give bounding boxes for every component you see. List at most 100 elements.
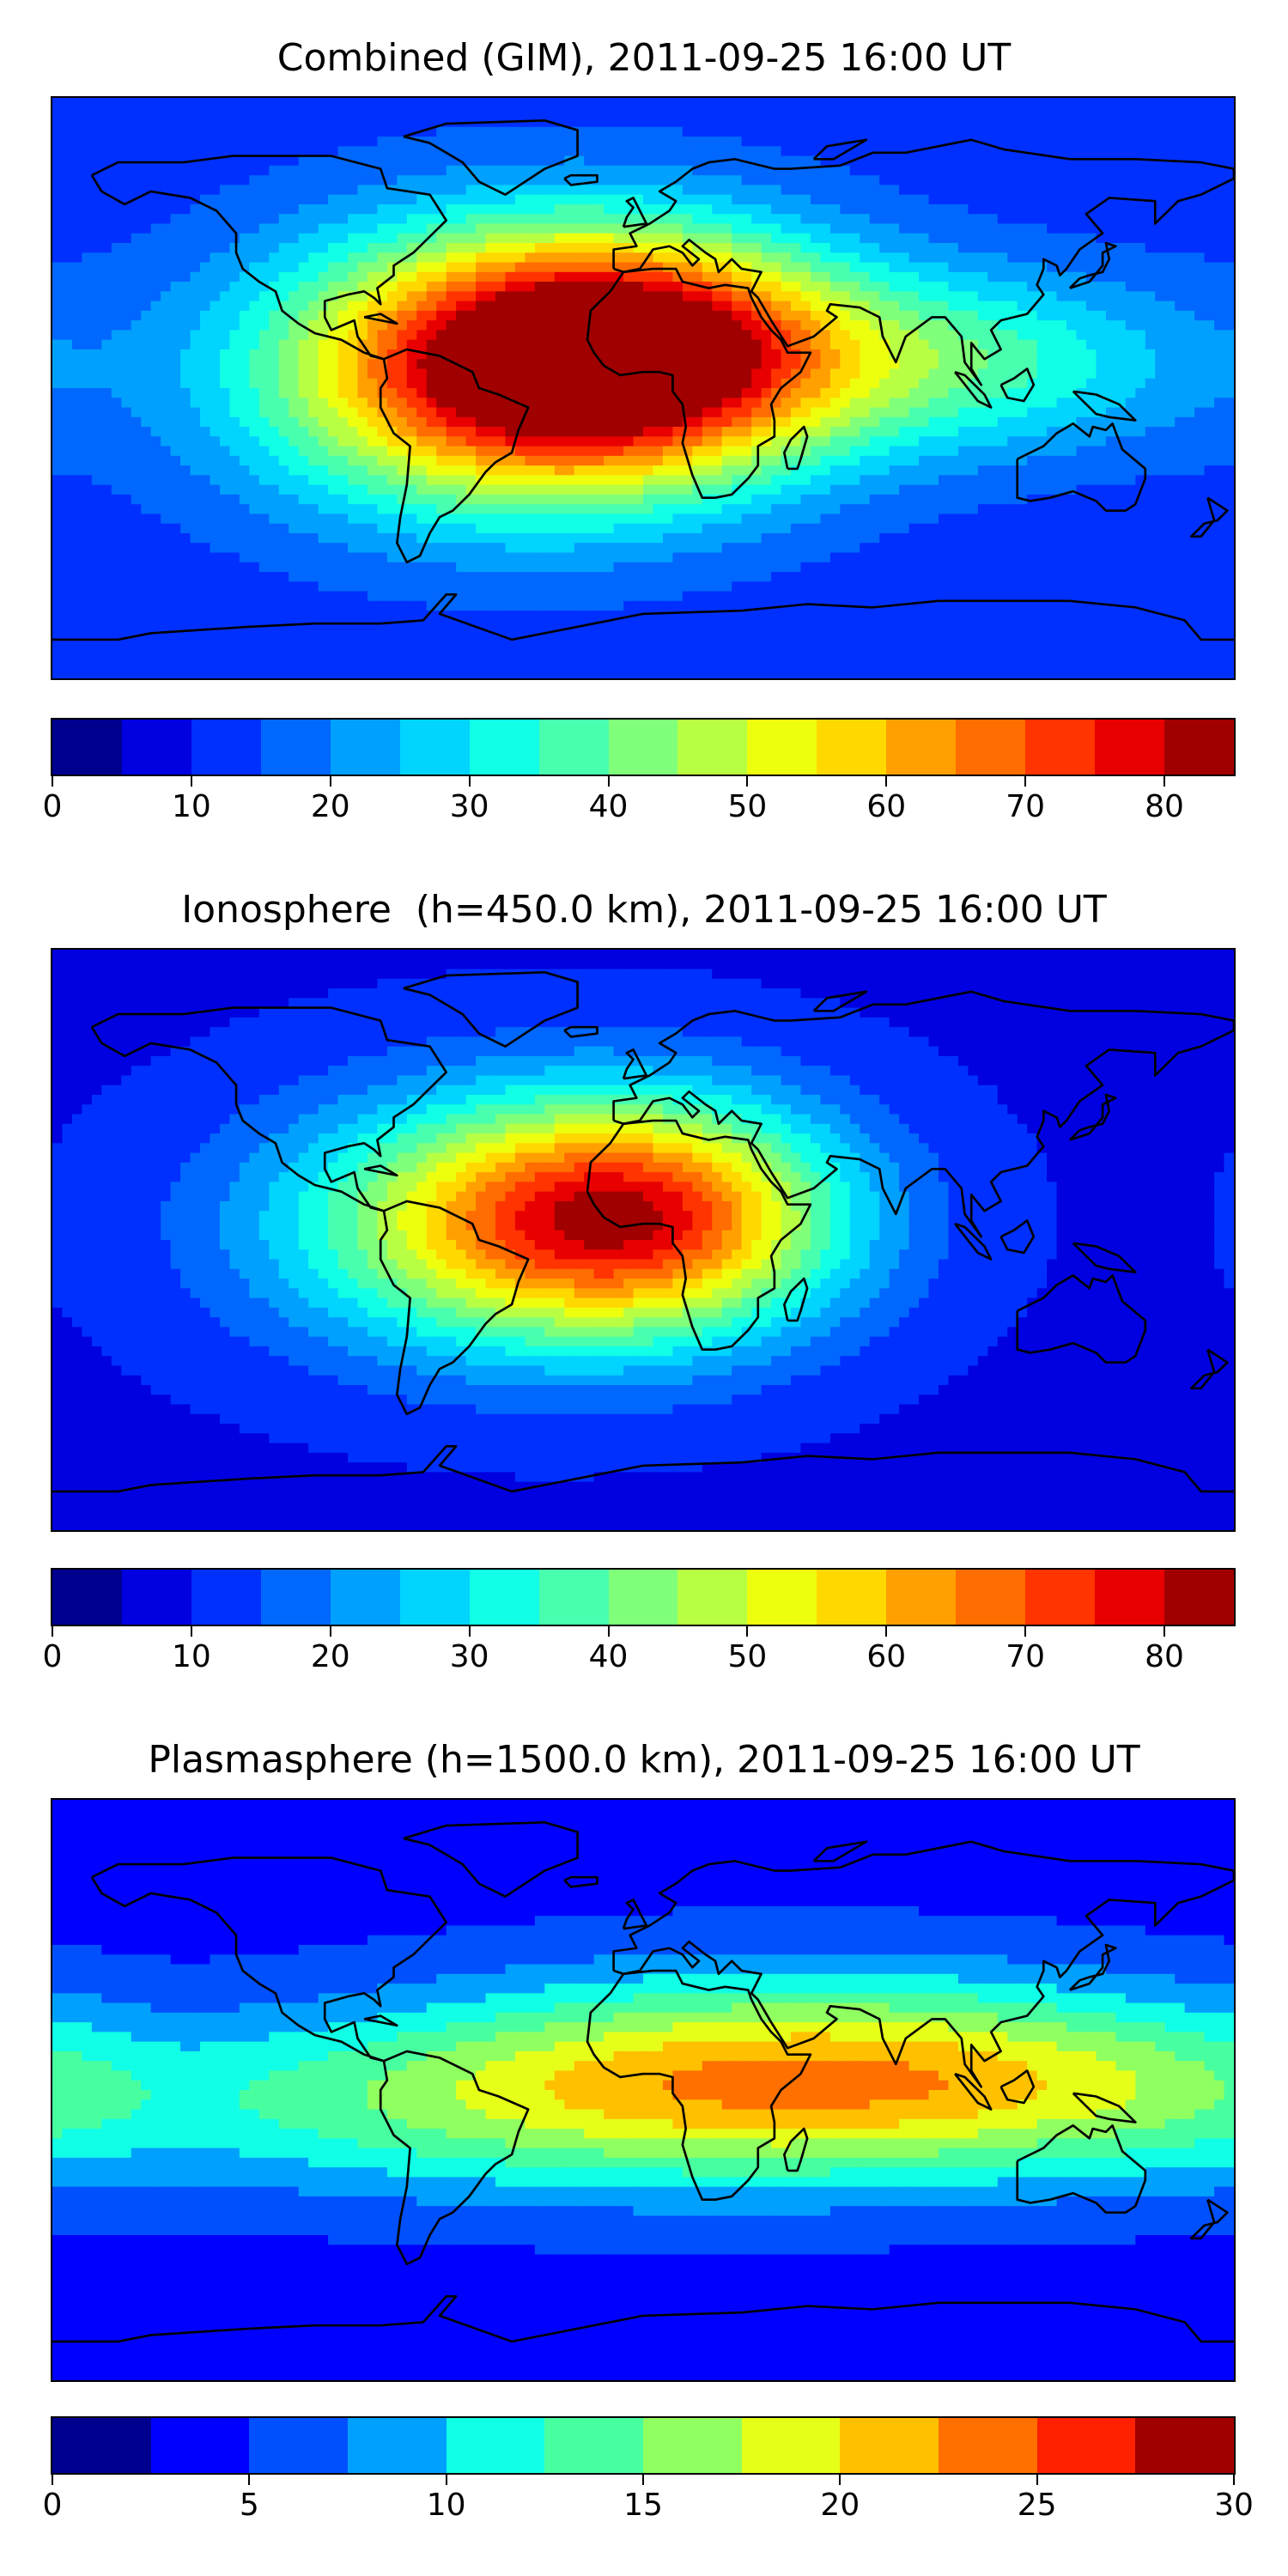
colorbar-segment <box>1025 720 1096 775</box>
colorbar-tick-label: 50 <box>696 790 799 824</box>
tec-map <box>51 96 1236 680</box>
coastline <box>1189 1348 1229 1390</box>
colorbar-segment <box>399 1570 470 1625</box>
tec-field <box>52 1800 1234 2380</box>
coastline <box>999 1219 1036 1255</box>
colorbar-segment <box>1164 1570 1234 1625</box>
colorbar-tick-label: 5 <box>197 2488 301 2523</box>
colorbar-segment <box>538 720 609 775</box>
coastlines <box>52 118 1234 641</box>
colorbar-tick-label: 10 <box>140 1640 243 1674</box>
coastline <box>622 197 648 228</box>
colorbar-segment <box>191 1570 261 1625</box>
coastline <box>999 368 1036 403</box>
colorbar-segment <box>469 720 539 775</box>
colorbar-tick-label: 0 <box>1 2488 104 2523</box>
tec-field <box>52 98 1234 678</box>
colorbar-tick-label: 20 <box>788 2488 891 2523</box>
colorbar-segment <box>886 720 957 775</box>
coastline <box>1016 422 1147 513</box>
colorbar-tick-label: 70 <box>974 1640 1077 1674</box>
coastline <box>52 593 1234 641</box>
coastline <box>379 1200 530 1416</box>
coastline <box>612 990 1234 1238</box>
coastline <box>999 2069 1036 2105</box>
colorbar-segment <box>330 1570 400 1625</box>
coastline <box>622 1048 648 1080</box>
coastline <box>783 2127 809 2172</box>
colorbar-segment <box>150 2418 250 2473</box>
coastline <box>1072 2092 1137 2123</box>
tec-map-svg <box>52 98 1234 678</box>
colorbar-ticks: 0 10 20 30 40 50 60 70 80 <box>43 1626 1236 1678</box>
coastline <box>403 970 579 1048</box>
colorbar-tick-label: 50 <box>696 1640 799 1674</box>
coastline <box>363 313 398 325</box>
coastline <box>812 138 868 161</box>
colorbar-segment <box>191 720 261 775</box>
coastline <box>954 2072 993 2111</box>
colorbar-segment <box>1036 2418 1136 2473</box>
colorbar-tick-label: 30 <box>418 1640 521 1674</box>
coastline <box>52 2295 1234 2343</box>
coastline <box>954 1222 993 1261</box>
colorbar-segment <box>52 720 122 775</box>
colorbar-segment <box>249 2418 349 2473</box>
colorbar-segment <box>643 2418 742 2473</box>
colorbar-segment <box>886 1570 957 1625</box>
colorbar-tick-label: 0 <box>1 790 104 824</box>
colorbar-tick-label: 80 <box>1113 1640 1216 1674</box>
coastline <box>1068 241 1117 289</box>
colorbar-tick-label: 0 <box>1 1640 104 1674</box>
coastline <box>1068 1943 1117 1991</box>
colorbar-segment <box>1095 720 1164 775</box>
tec-map <box>51 948 1236 1532</box>
coastline <box>783 1277 809 1322</box>
coastline <box>812 1840 868 1862</box>
coastline <box>563 1875 598 1888</box>
panel-title: Plasmasphere (h=1500.0 km), 2011-09-25 1… <box>0 1738 1288 1783</box>
colorbar-tick-label: 30 <box>418 790 521 824</box>
coastline <box>1189 2198 1229 2240</box>
colorbar-tick-label: 10 <box>140 790 243 824</box>
colorbar <box>51 718 1236 776</box>
coastline <box>363 1164 398 1177</box>
panel-title: Combined (GIM), 2011-09-25 16:00 UT <box>0 36 1288 81</box>
colorbar-segment <box>538 1570 609 1625</box>
colorbar-segment <box>608 720 678 775</box>
colorbar-tick-label: 20 <box>279 790 382 824</box>
coastline <box>1072 390 1137 422</box>
coastline <box>90 1006 448 1212</box>
colorbar-tick-label: 60 <box>835 1640 938 1674</box>
colorbar-segment <box>260 720 331 775</box>
colorbar-segment <box>677 1570 748 1625</box>
coastline <box>52 1445 1234 1493</box>
colorbar-ticks: 0 10 20 30 40 50 60 70 80 <box>43 776 1236 828</box>
coastline <box>563 173 598 186</box>
colorbar-segment <box>1095 1570 1164 1625</box>
colorbar-tick-label: 60 <box>835 790 938 824</box>
colorbar-segment <box>260 1570 331 1625</box>
coastline <box>403 118 579 196</box>
colorbar-segment <box>939 2418 1037 2473</box>
coastline <box>379 348 530 564</box>
coastline <box>1016 2123 1147 2215</box>
colorbar-segment <box>121 1570 191 1625</box>
colorbar-tick-label: 40 <box>557 790 660 824</box>
colorbar-segment <box>817 1570 887 1625</box>
colorbar-segment <box>544 2418 644 2473</box>
colorbar-segment <box>330 720 400 775</box>
colorbar <box>51 2416 1236 2475</box>
coastline <box>612 1840 1234 2088</box>
coastline <box>90 155 448 361</box>
coastline <box>563 1025 598 1038</box>
colorbar-segment <box>1025 1570 1096 1625</box>
colorbar-tick-label: 40 <box>557 1640 660 1674</box>
coastline <box>586 1119 812 1352</box>
coastline <box>586 1969 812 2202</box>
panel-title: Ionosphere (h=450.0 km), 2011-09-25 16:0… <box>0 888 1288 933</box>
colorbar-segment <box>677 720 748 775</box>
colorbar-segment <box>121 720 191 775</box>
coastline <box>403 1820 579 1898</box>
colorbar-ticks: 0 5 10 15 20 25 30 <box>43 2475 1254 2526</box>
